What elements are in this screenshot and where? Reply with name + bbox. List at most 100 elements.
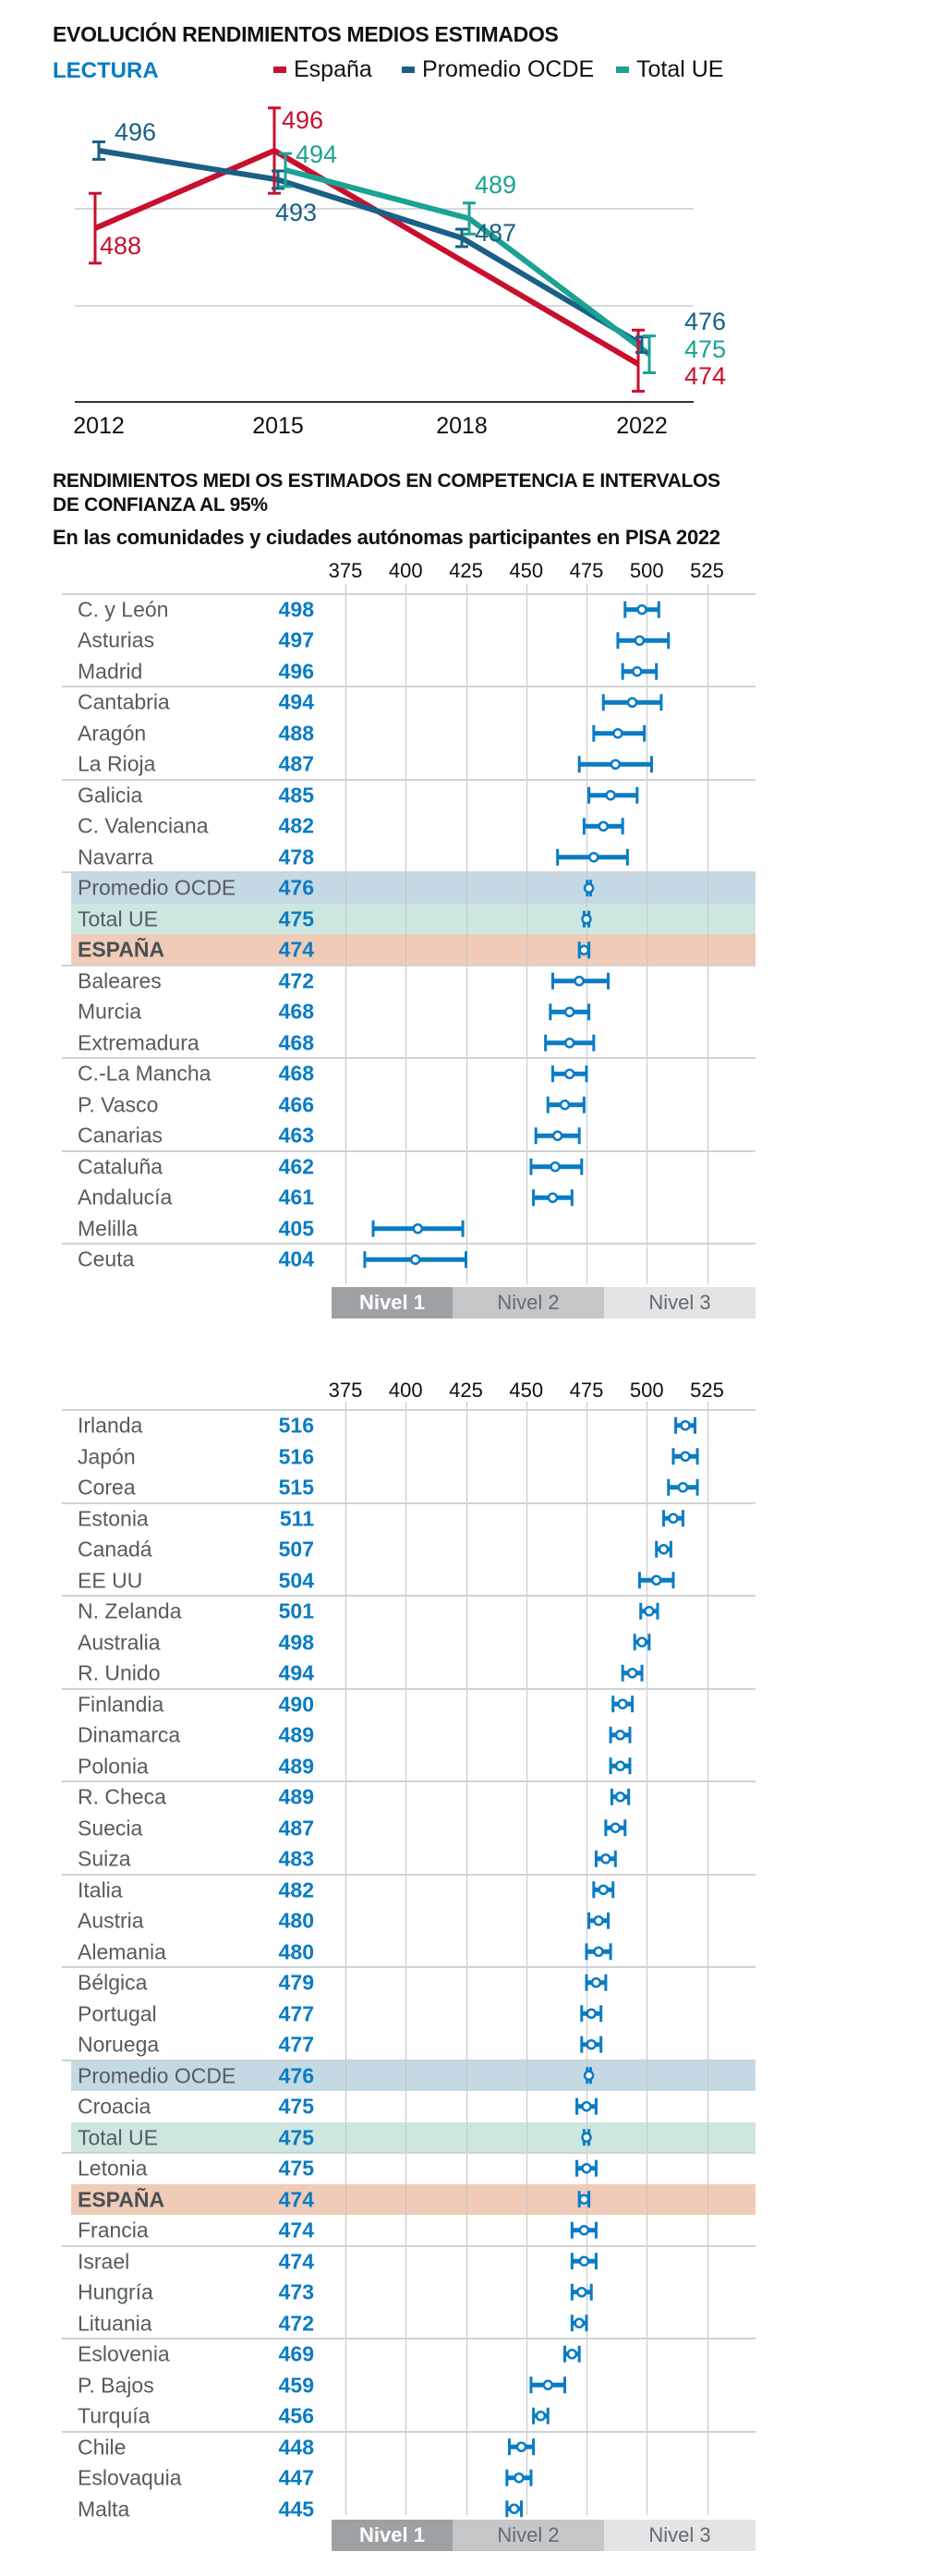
row-label: Melilla	[78, 1216, 139, 1240]
row-labels: Israel 474	[62, 2246, 756, 2278]
confidence-interval	[592, 724, 647, 742]
row-value: 456	[278, 2403, 314, 2428]
row-value: 477	[278, 2032, 314, 2057]
confidence-interval	[550, 1065, 588, 1082]
row-value: 485	[278, 783, 314, 807]
row-labels: Finlandia 490	[62, 1689, 756, 1720]
intervals-subtitle: En las comunidades y ciudades autónomas …	[53, 526, 720, 549]
row-labels: P. Bajos 459	[62, 2370, 756, 2401]
row-labels: Navarra 478	[62, 842, 756, 873]
line-chart-subtitle: LECTURA	[53, 58, 159, 83]
row-labels: Japón 516	[62, 1441, 756, 1473]
row-value: 405	[278, 1216, 314, 1240]
data-label-ocde: 496	[115, 118, 156, 146]
row-labels: Total UE 475	[62, 2122, 756, 2154]
level-legend-3: Nivel 3	[604, 2520, 756, 2551]
confidence-interval	[594, 1851, 617, 1867]
row-value: 482	[278, 1877, 314, 1902]
highlight-band-spain	[71, 2183, 756, 2216]
row-labels: Eslovaquia 447	[62, 2462, 756, 2494]
row-label: Total UE	[78, 906, 158, 930]
confidence-interval	[609, 1757, 632, 1775]
mean-point	[614, 1730, 626, 1741]
mean-point	[581, 2101, 592, 2112]
mean-point	[680, 1420, 691, 1431]
confidence-interval	[611, 1695, 635, 1713]
row-label: Australia	[78, 1630, 161, 1654]
table-row	[62, 2183, 756, 2216]
row-label: Italia	[78, 1877, 123, 1902]
row-value: 461	[278, 1185, 314, 1209]
mean-point	[574, 2317, 585, 2329]
level-legend-1: Nivel 1	[332, 1287, 453, 1318]
row-value: 489	[278, 1784, 314, 1809]
mean-point	[636, 603, 647, 615]
mean-point	[617, 1698, 628, 1710]
row-label: ESPAÑA	[78, 2187, 165, 2211]
confidence-interval	[582, 818, 624, 834]
row-label: Extremadura	[78, 1030, 200, 1054]
mean-point	[614, 1760, 626, 1772]
row-label: Alemania	[78, 1939, 166, 1963]
row-label: Turquía	[78, 2403, 151, 2428]
row-value: 475	[278, 906, 314, 930]
confidence-interval	[621, 662, 659, 680]
x-tick-label: 450	[509, 1379, 544, 1402]
row-label: Suecia	[78, 1816, 143, 1840]
row-labels: Promedio OCDE 476	[62, 872, 756, 904]
row-labels: Canarias 463	[62, 1120, 756, 1151]
row-label: Cantabria	[78, 689, 170, 714]
confidence-interval	[581, 910, 592, 928]
x-tick-label: 450	[509, 559, 544, 582]
gridline	[526, 584, 527, 1284]
confidence-interval	[674, 1417, 696, 1434]
row-label: Murcia	[78, 999, 142, 1024]
row-value: 477	[278, 2001, 314, 2025]
mean-point	[614, 1792, 626, 1803]
legend-label-ocde: Promedio OCDE	[422, 56, 595, 82]
mean-point	[605, 789, 616, 801]
confidence-interval	[671, 1448, 699, 1465]
confidence-interval	[550, 972, 610, 990]
mean-point	[583, 882, 595, 893]
error-bar-ocde	[92, 140, 105, 161]
group-separator	[62, 1243, 756, 1245]
confidence-interval	[662, 1510, 684, 1527]
confidence-interval	[532, 2408, 550, 2424]
row-label: Eslovenia	[78, 2341, 170, 2366]
row-value: 404	[278, 1246, 314, 1271]
row-labels: Aragón 488	[62, 718, 756, 749]
data-label-ue: 494	[296, 140, 337, 168]
error-bar-spain	[632, 328, 645, 393]
row-labels: Alemania 480	[62, 1937, 756, 1968]
confidence-interval	[570, 2253, 598, 2270]
mean-point	[593, 1915, 604, 1926]
row-label: Malta	[78, 2497, 130, 2521]
row-value: 445	[278, 2497, 314, 2521]
table-row	[62, 2121, 756, 2154]
confidence-interval	[655, 1541, 672, 1558]
error-bar-ocde	[455, 227, 468, 249]
row-value: 469	[278, 2341, 314, 2366]
intervals-title-line-1: RENDIMIENTOS MEDI OS ESTIMADOS EN COMPET…	[53, 470, 720, 492]
mean-point	[514, 2473, 525, 2484]
row-labels: Chile 448	[62, 2432, 756, 2463]
x-tick-label: 500	[629, 1379, 664, 1402]
mean-point	[644, 1606, 655, 1617]
level-legend-3: Nivel 3	[604, 1287, 756, 1318]
mean-point	[626, 1668, 638, 1679]
table-row	[62, 903, 756, 935]
gridline	[405, 1402, 407, 2515]
data-label-ocde: 493	[275, 199, 317, 226]
error-bar-spain	[268, 106, 281, 195]
group-separator	[62, 686, 756, 688]
group-separator	[62, 1595, 756, 1598]
row-value: 482	[278, 813, 314, 838]
confidence-interval	[575, 2098, 598, 2115]
group-separator	[62, 2152, 756, 2155]
row-value: 472	[278, 2311, 314, 2335]
row-value: 488	[278, 721, 314, 745]
row-labels: Polonia 489	[62, 1751, 756, 1782]
confidence-interval	[570, 2284, 593, 2301]
confidence-interval	[532, 1189, 574, 1206]
